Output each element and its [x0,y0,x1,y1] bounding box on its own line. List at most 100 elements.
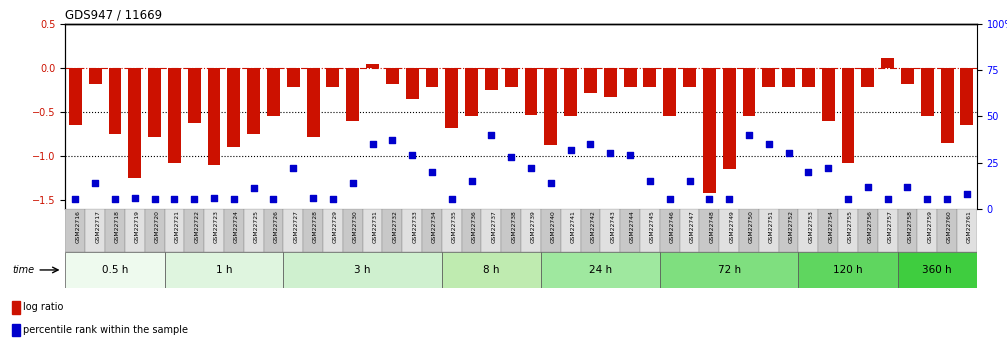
Point [504,154,520,160]
Bar [604,68,616,97]
Bar [719,209,739,252]
Bar [303,209,323,252]
Bar [522,209,541,252]
Bar [244,209,264,252]
Text: GSM22726: GSM22726 [274,210,279,243]
Bar [406,68,419,99]
Point [385,138,401,143]
Bar [961,68,974,125]
Point [266,197,282,202]
Bar [762,68,775,87]
Bar [525,68,538,115]
Bar [742,68,755,116]
Text: GSM22753: GSM22753 [809,210,814,243]
Text: 1 h: 1 h [215,265,233,275]
Point [641,178,658,184]
Bar [778,209,799,252]
Point [285,165,301,171]
Text: percentile rank within the sample: percentile rank within the sample [23,325,188,335]
Point [919,197,936,202]
Bar [363,209,383,252]
Bar [878,209,897,252]
Bar [128,68,141,178]
Bar [623,68,636,87]
Bar [842,68,855,163]
Point [325,197,341,202]
Bar [739,209,759,252]
Text: GSM22749: GSM22749 [729,210,734,243]
Bar [402,209,422,252]
Bar [541,209,561,252]
Bar [224,209,244,252]
Bar [228,68,241,147]
Point [344,180,361,186]
Bar [941,68,954,143]
Text: GSM22718: GSM22718 [115,210,120,243]
Bar [501,209,522,252]
Bar [187,68,200,124]
Point [622,152,638,158]
Text: GSM22728: GSM22728 [313,210,318,243]
Bar [819,209,838,252]
Text: GSM22727: GSM22727 [293,210,298,243]
Bar [386,68,399,84]
Bar [65,209,86,252]
Text: GSM22721: GSM22721 [174,210,179,243]
Bar [367,64,379,68]
Point [860,184,876,189]
Text: GSM22740: GSM22740 [551,210,556,243]
Bar [346,68,359,121]
Text: GSM22751: GSM22751 [768,210,773,243]
Bar [620,209,640,252]
Bar [897,209,917,252]
Bar [445,68,458,128]
Point [483,132,499,138]
Text: GSM22732: GSM22732 [393,210,398,243]
Bar [938,209,957,252]
Bar [683,68,696,87]
Bar [86,209,105,252]
Bar [505,68,518,87]
Text: 72 h: 72 h [718,265,741,275]
Point [166,197,182,202]
Bar [485,68,497,90]
Text: GSM22754: GSM22754 [828,210,833,243]
Bar [164,209,184,252]
Point [939,197,955,202]
Point [602,150,618,156]
Bar [307,68,319,137]
Bar [326,68,339,87]
Bar [442,252,541,288]
Point [563,147,579,152]
Bar [680,209,700,252]
Bar [422,209,442,252]
Bar [541,252,660,288]
Point [444,197,460,202]
Text: GSM22725: GSM22725 [254,210,259,243]
Bar [723,68,735,169]
Text: GSM22746: GSM22746 [670,210,675,243]
Bar [799,209,819,252]
Bar [920,68,933,116]
Text: GSM22742: GSM22742 [590,210,595,243]
Point [67,197,84,202]
Bar [461,209,481,252]
Text: GSM22748: GSM22748 [709,210,714,243]
Bar [901,68,914,84]
Bar [799,252,897,288]
Bar [164,252,283,288]
Text: GSM22744: GSM22744 [630,210,635,243]
Text: GSM22724: GSM22724 [234,210,239,243]
Bar [248,68,260,134]
Bar [125,209,145,252]
Text: GSM22757: GSM22757 [887,210,892,243]
Text: GSM22761: GSM22761 [967,210,972,243]
Text: GSM22756: GSM22756 [868,210,873,243]
Bar [643,68,657,87]
Text: GSM22736: GSM22736 [471,210,476,243]
Text: GSM22735: GSM22735 [452,210,457,243]
Text: GSM22758: GSM22758 [907,210,912,243]
Bar [561,209,581,252]
Point [741,132,757,138]
Bar [323,209,342,252]
